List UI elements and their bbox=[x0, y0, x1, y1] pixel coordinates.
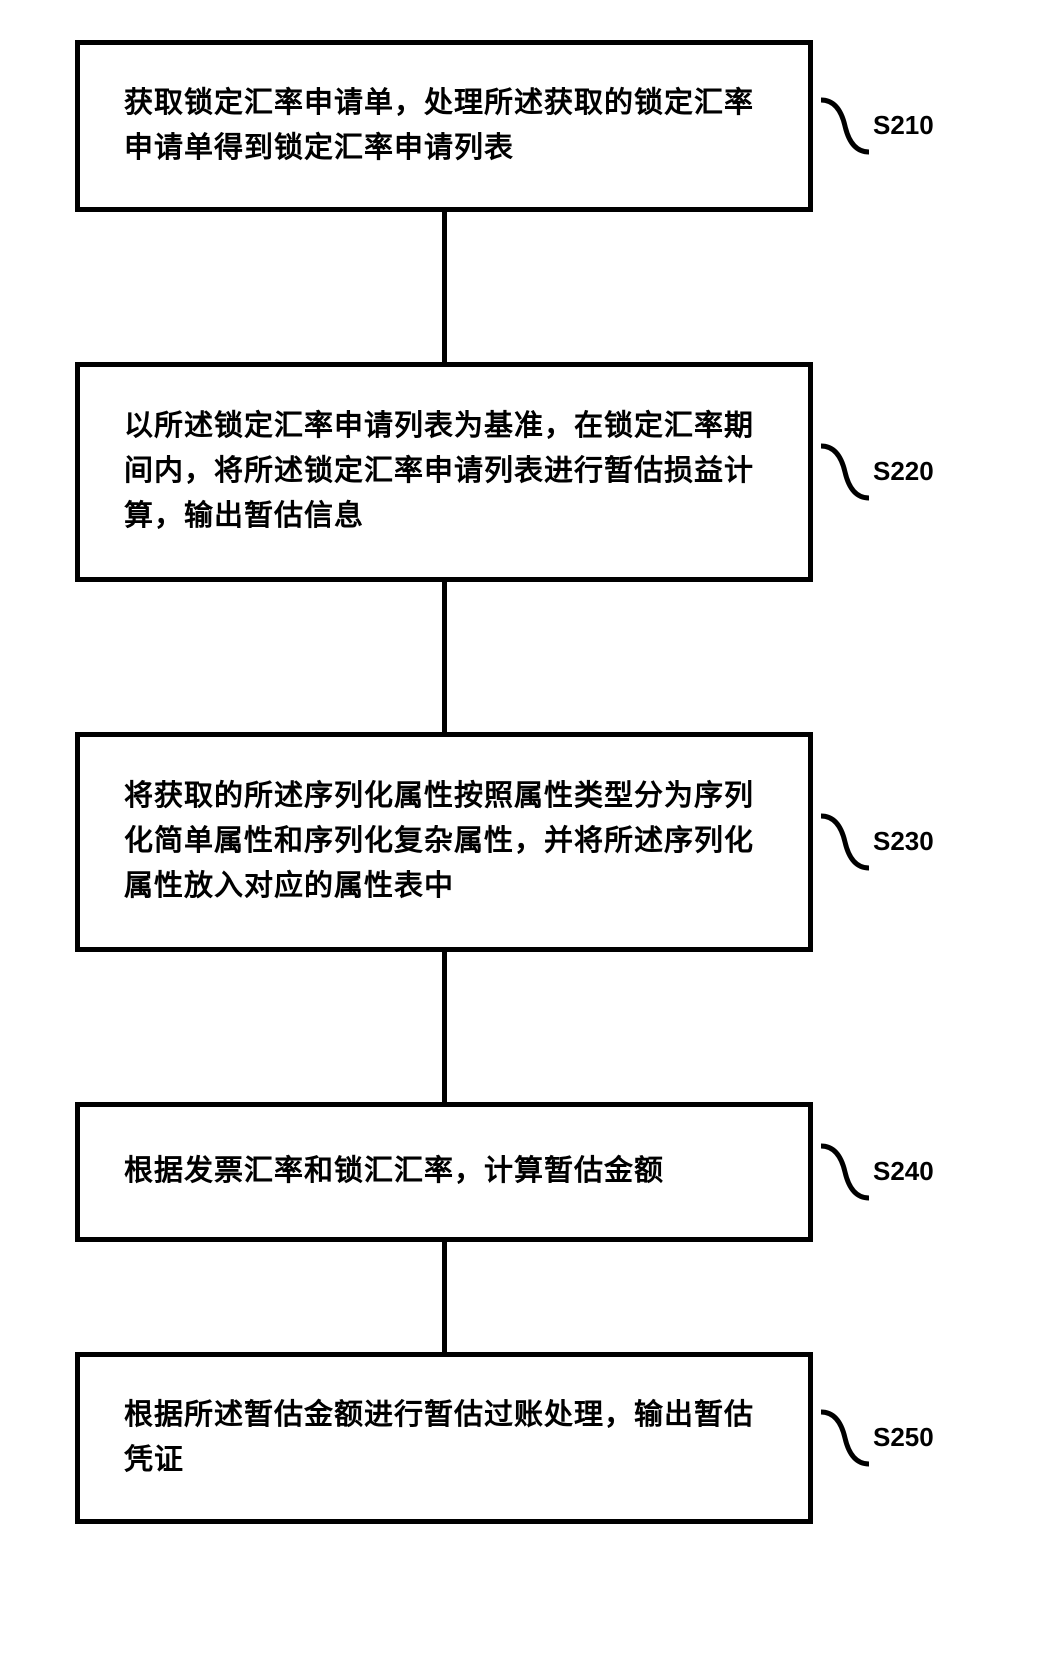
label-wrap-s220: S220 bbox=[813, 438, 975, 506]
step-row-s210: 获取锁定汇率申请单，处理所述获取的锁定汇率申请单得到锁定汇率申请列表 S210 bbox=[75, 40, 975, 212]
curve-label-s230: S230 bbox=[821, 808, 934, 876]
curve-icon bbox=[821, 1404, 869, 1472]
step-label-s250: S250 bbox=[873, 1422, 934, 1453]
step-text-s240: 根据发票汇率和锁汇汇率，计算暂估金额 bbox=[124, 1149, 664, 1194]
step-box-s220: 以所述锁定汇率申请列表为基准，在锁定汇率期间内，将所述锁定汇率申请列表进行暂估损… bbox=[75, 362, 813, 582]
label-wrap-s210: S210 bbox=[813, 92, 975, 160]
step-text-s230: 将获取的所述序列化属性按照属性类型分为序列化简单属性和序列化复杂属性，并将所述序… bbox=[124, 774, 764, 909]
step-label-s210: S210 bbox=[873, 110, 934, 141]
step-text-s250: 根据所述暂估金额进行暂估过账处理，输出暂估凭证 bbox=[124, 1393, 764, 1483]
curve-label-s250: S250 bbox=[821, 1404, 934, 1472]
step-text-s220: 以所述锁定汇率申请列表为基准，在锁定汇率期间内，将所述锁定汇率申请列表进行暂估损… bbox=[124, 404, 764, 539]
step-box-s240: 根据发票汇率和锁汇汇率，计算暂估金额 bbox=[75, 1102, 813, 1242]
curve-icon bbox=[821, 438, 869, 506]
flowchart-container: 获取锁定汇率申请单，处理所述获取的锁定汇率申请单得到锁定汇率申请列表 S210 … bbox=[75, 40, 975, 1524]
step-text-s210: 获取锁定汇率申请单，处理所述获取的锁定汇率申请单得到锁定汇率申请列表 bbox=[124, 81, 764, 171]
connector-s230-s240 bbox=[442, 952, 447, 1102]
curve-icon bbox=[821, 808, 869, 876]
label-wrap-s250: S250 bbox=[813, 1404, 975, 1472]
curve-icon bbox=[821, 92, 869, 160]
curve-icon bbox=[821, 1138, 869, 1206]
connector-s220-s230 bbox=[442, 582, 447, 732]
step-label-s230: S230 bbox=[873, 826, 934, 857]
step-row-s250: 根据所述暂估金额进行暂估过账处理，输出暂估凭证 S250 bbox=[75, 1352, 975, 1524]
label-wrap-s240: S240 bbox=[813, 1138, 975, 1206]
step-label-s240: S240 bbox=[873, 1156, 934, 1187]
curve-label-s240: S240 bbox=[821, 1138, 934, 1206]
curve-label-s210: S210 bbox=[821, 92, 934, 160]
connector-s210-s220 bbox=[442, 212, 447, 362]
step-row-s240: 根据发票汇率和锁汇汇率，计算暂估金额 S240 bbox=[75, 1102, 975, 1242]
step-box-s250: 根据所述暂估金额进行暂估过账处理，输出暂估凭证 bbox=[75, 1352, 813, 1524]
step-box-s210: 获取锁定汇率申请单，处理所述获取的锁定汇率申请单得到锁定汇率申请列表 bbox=[75, 40, 813, 212]
label-wrap-s230: S230 bbox=[813, 808, 975, 876]
step-label-s220: S220 bbox=[873, 456, 934, 487]
curve-label-s220: S220 bbox=[821, 438, 934, 506]
connector-s240-s250 bbox=[442, 1242, 447, 1352]
step-box-s230: 将获取的所述序列化属性按照属性类型分为序列化简单属性和序列化复杂属性，并将所述序… bbox=[75, 732, 813, 952]
step-row-s220: 以所述锁定汇率申请列表为基准，在锁定汇率期间内，将所述锁定汇率申请列表进行暂估损… bbox=[75, 362, 975, 582]
step-row-s230: 将获取的所述序列化属性按照属性类型分为序列化简单属性和序列化复杂属性，并将所述序… bbox=[75, 732, 975, 952]
